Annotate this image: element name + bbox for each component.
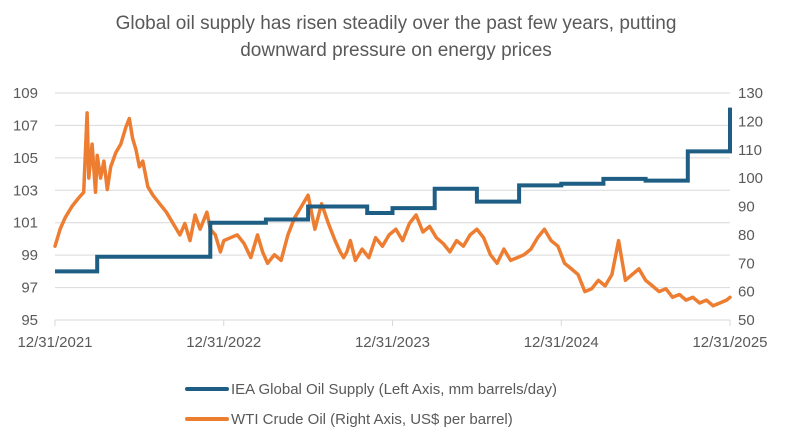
left-tick-label: 105 bbox=[13, 150, 38, 167]
right-tick-label: 130 bbox=[738, 85, 763, 102]
left-tick-label: 101 bbox=[13, 215, 38, 232]
series-group bbox=[53, 107, 732, 308]
x-axis: 12/31/2021 12/31/2022 12/31/2023 12/31/2024… bbox=[17, 319, 768, 351]
x-tick-label: 12/31/2024 bbox=[524, 334, 599, 351]
wti-crude-oil-line bbox=[53, 111, 732, 308]
right-tick-label: 90 bbox=[738, 199, 755, 216]
legend: IEA Global Oil Supply (Left Axis, mm bar… bbox=[185, 374, 557, 434]
x-tick-label: 12/31/2021 bbox=[17, 334, 92, 351]
chart-title-line-1: Global oil supply has risen steadily ove… bbox=[115, 13, 677, 34]
legend-label-wti: WTI Crude Oil (Right Axis, US$ per barre… bbox=[231, 410, 513, 428]
left-tick-label: 99 bbox=[21, 247, 38, 264]
left-tick-label: 107 bbox=[13, 117, 38, 134]
right-tick-label: 110 bbox=[738, 142, 762, 159]
right-y-axis: 50 60 70 80 90 100 110 120 130 bbox=[738, 85, 763, 329]
legend-item-wti: WTI Crude Oil (Right Axis, US$ per barre… bbox=[185, 404, 557, 434]
left-tick-label: 103 bbox=[13, 182, 38, 199]
left-tick-label: 95 bbox=[21, 312, 38, 329]
right-tick-label: 100 bbox=[738, 170, 763, 187]
left-tick-label: 109 bbox=[13, 85, 38, 102]
legend-swatch-supply bbox=[185, 387, 229, 391]
chart-title-line-2: downward pressure on energy prices bbox=[240, 40, 552, 61]
left-tick-label: 97 bbox=[21, 280, 38, 297]
iea-global-oil-supply-line bbox=[55, 107, 732, 274]
right-tick-label: 50 bbox=[738, 312, 755, 329]
right-tick-label: 80 bbox=[738, 227, 755, 244]
right-tick-label: 120 bbox=[738, 113, 763, 130]
legend-item-supply: IEA Global Oil Supply (Left Axis, mm bar… bbox=[185, 374, 557, 404]
right-tick-label: 70 bbox=[738, 255, 755, 272]
left-y-axis: 95 97 99 101 103 105 107 109 bbox=[13, 85, 38, 329]
chart-title: Global oil supply has risen steadily ove… bbox=[0, 10, 792, 64]
legend-label-supply: IEA Global Oil Supply (Left Axis, mm bar… bbox=[231, 380, 557, 398]
right-tick-label: 60 bbox=[738, 284, 755, 301]
x-tick-label: 12/31/2022 bbox=[186, 334, 261, 351]
x-tick-label: 12/31/2025 bbox=[692, 334, 767, 351]
x-tick-label: 12/31/2023 bbox=[355, 334, 430, 351]
legend-swatch-wti bbox=[185, 417, 229, 421]
